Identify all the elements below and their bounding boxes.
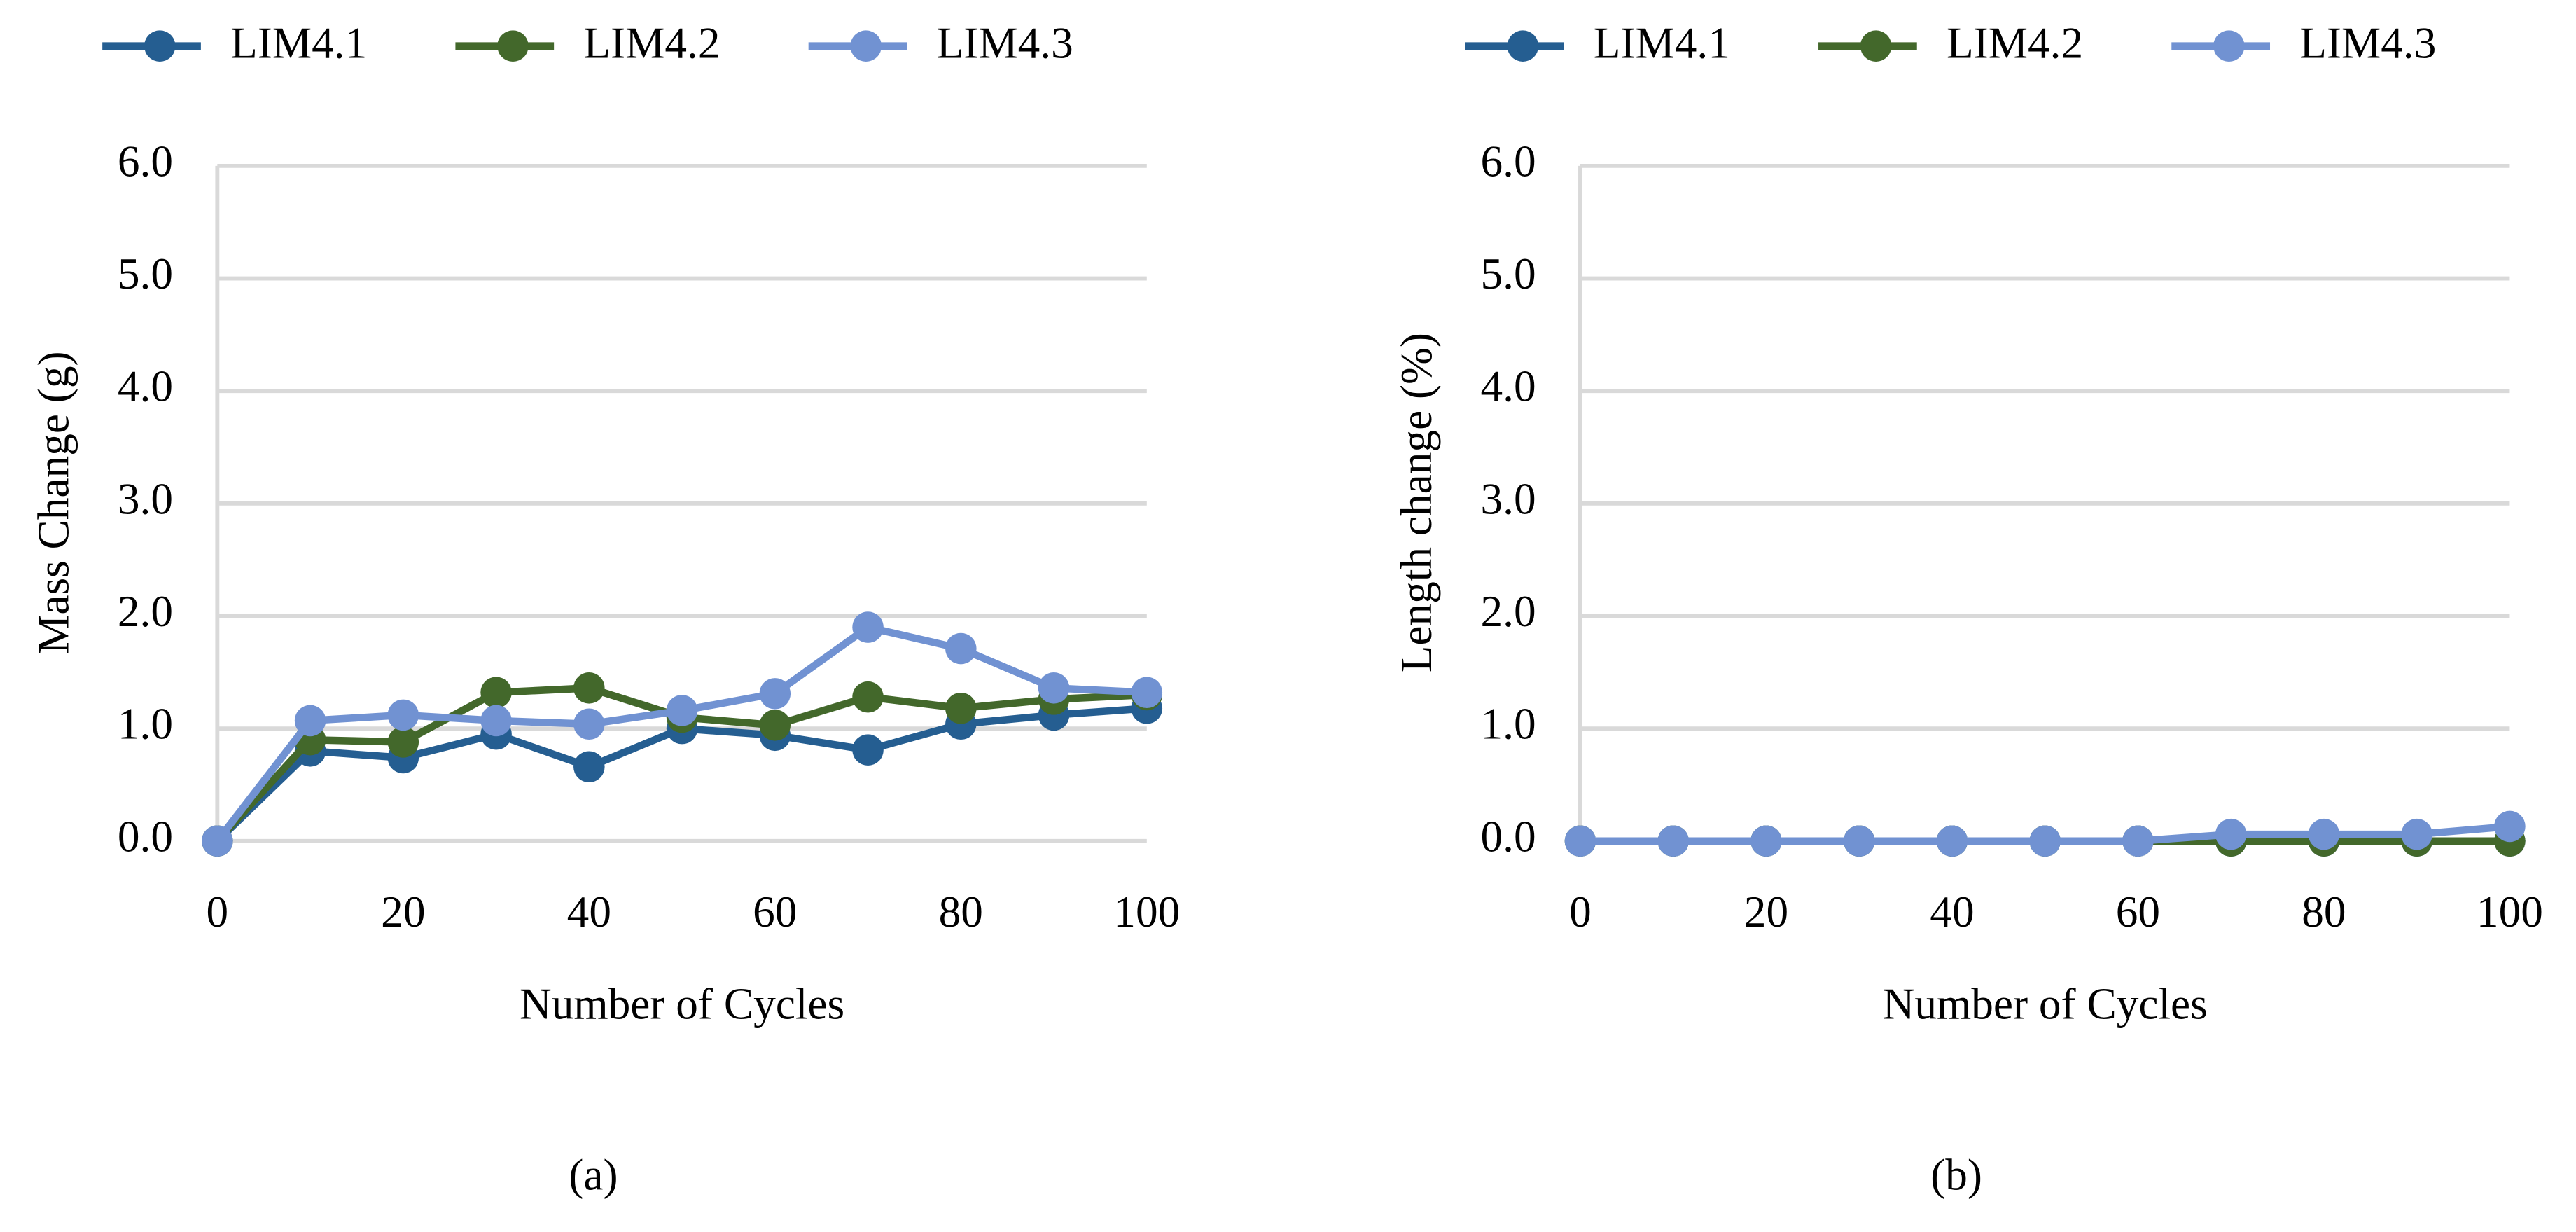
caption: (b) bbox=[1930, 1150, 1982, 1199]
y-tick-label: 6.0 bbox=[1481, 137, 1536, 186]
legend-label: LIM4.3 bbox=[2299, 19, 2436, 68]
data-point bbox=[1843, 825, 1875, 857]
data-point bbox=[945, 632, 977, 665]
x-tick-label: 40 bbox=[1930, 887, 1974, 936]
y-tick-label: 1.0 bbox=[1481, 700, 1536, 749]
y-tick-label: 4.0 bbox=[118, 362, 173, 411]
y-tick-label: 3.0 bbox=[1481, 474, 1536, 523]
x-tick-label: 100 bbox=[1113, 887, 1180, 936]
x-tick-label: 100 bbox=[2477, 887, 2543, 936]
y-axis-title: Length change (%) bbox=[1392, 333, 1441, 672]
data-point bbox=[2401, 818, 2432, 850]
data-point bbox=[2308, 818, 2340, 850]
legend-label: LIM4.2 bbox=[1947, 19, 2083, 68]
data-point bbox=[480, 705, 512, 737]
legend-marker bbox=[144, 30, 176, 62]
y-tick-label: 1.0 bbox=[118, 700, 173, 749]
data-point bbox=[1657, 825, 1689, 857]
legend-label: LIM4.1 bbox=[230, 19, 367, 68]
data-point bbox=[573, 672, 605, 704]
data-point bbox=[759, 678, 791, 710]
x-tick-label: 80 bbox=[2302, 887, 2346, 936]
data-point bbox=[1564, 825, 1596, 857]
y-tick-label: 5.0 bbox=[118, 249, 173, 298]
chart-panel: 0.0 1.0 2.0 3.0 4.0 5.0 6.0 0 20 40 60 80 100 Number … bbox=[29, 19, 1180, 1200]
data-point bbox=[387, 699, 419, 731]
y-tick-label: 3.0 bbox=[118, 474, 173, 523]
legend-marker bbox=[850, 30, 882, 62]
x-tick-label: 20 bbox=[381, 887, 425, 936]
caption: (a) bbox=[569, 1150, 618, 1199]
data-point bbox=[759, 710, 791, 741]
y-tick-label: 5.0 bbox=[1481, 249, 1536, 298]
y-axis-title: Mass Change (g) bbox=[29, 351, 78, 654]
y-tick-label: 0.0 bbox=[118, 812, 173, 861]
x-tick-label: 20 bbox=[1744, 887, 1788, 936]
data-point bbox=[2215, 818, 2247, 850]
legend-label: LIM4.1 bbox=[1594, 19, 1730, 68]
data-point bbox=[1936, 825, 1968, 857]
data-point bbox=[387, 726, 419, 758]
data-point bbox=[852, 734, 884, 766]
data-point bbox=[573, 708, 605, 740]
y-tick-label: 0.0 bbox=[1481, 812, 1536, 861]
legend-marker bbox=[497, 30, 529, 62]
y-tick-label: 4.0 bbox=[1481, 362, 1536, 411]
x-axis-title: Number of Cycles bbox=[520, 980, 844, 1029]
legend-label: LIM4.2 bbox=[583, 19, 720, 68]
data-point bbox=[666, 695, 698, 726]
x-tick-label: 80 bbox=[939, 887, 983, 936]
data-point bbox=[2122, 825, 2154, 857]
y-tick-label: 2.0 bbox=[118, 587, 173, 636]
data-point bbox=[2494, 810, 2526, 843]
data-point bbox=[2029, 825, 2061, 857]
data-point bbox=[945, 692, 977, 724]
x-tick-label: 0 bbox=[207, 887, 229, 936]
chart-panel: 0.0 1.0 2.0 3.0 4.0 5.0 6.0 0 20 40 60 80 100 Number … bbox=[1392, 19, 2543, 1200]
data-point bbox=[1131, 677, 1163, 709]
data-point bbox=[202, 825, 233, 857]
data-point bbox=[852, 681, 884, 713]
data-point bbox=[480, 677, 512, 709]
x-tick-label: 40 bbox=[567, 887, 611, 936]
x-tick-label: 60 bbox=[2116, 887, 2160, 936]
x-axis-title: Number of Cycles bbox=[1883, 980, 2208, 1029]
x-tick-label: 60 bbox=[753, 887, 797, 936]
data-point bbox=[294, 705, 326, 737]
legend-marker bbox=[1860, 30, 1892, 62]
y-tick-label: 2.0 bbox=[1481, 587, 1536, 636]
data-point bbox=[573, 751, 605, 783]
data-point bbox=[852, 611, 884, 643]
y-tick-label: 6.0 bbox=[118, 137, 173, 186]
x-tick-label: 0 bbox=[1569, 887, 1592, 936]
data-point bbox=[1750, 825, 1782, 857]
legend-marker bbox=[1507, 30, 1539, 62]
legend-marker bbox=[2213, 30, 2245, 62]
legend-label: LIM4.3 bbox=[937, 19, 1073, 68]
data-point bbox=[1038, 672, 1070, 704]
